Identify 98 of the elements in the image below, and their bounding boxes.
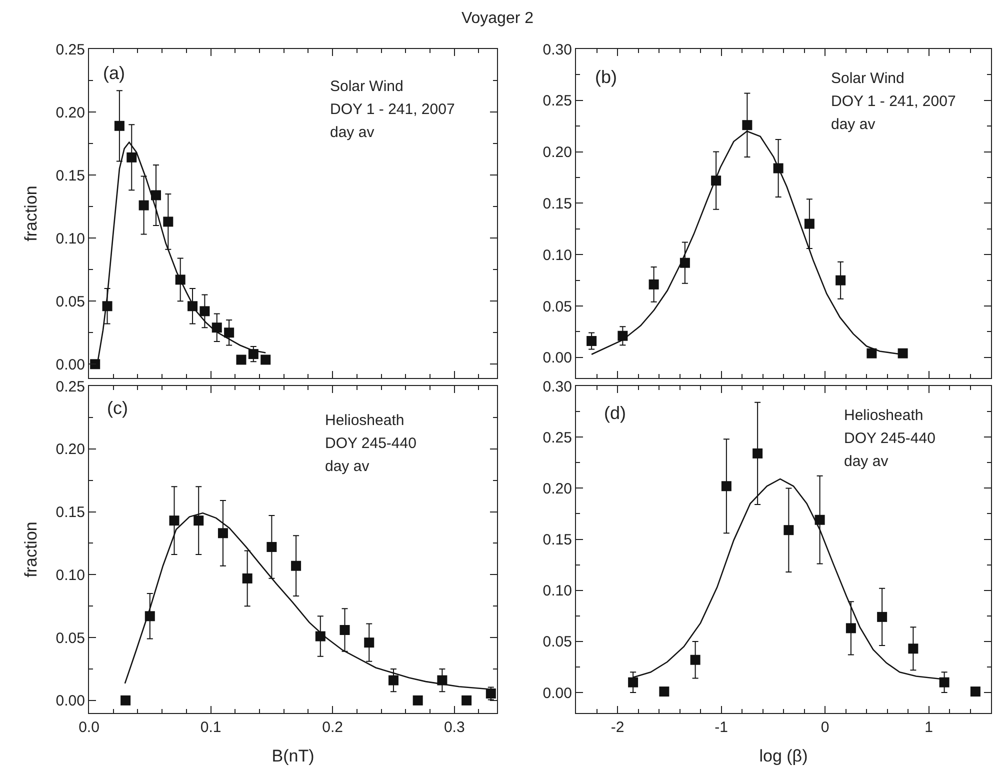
point xyxy=(814,514,825,525)
annotation: (c) xyxy=(107,398,128,418)
point xyxy=(752,448,763,458)
y-tick-label: 0.05 xyxy=(56,293,85,310)
y-axis-title: fraction xyxy=(21,186,40,242)
y-tick-label: 0.00 xyxy=(56,356,85,374)
annotation: day av xyxy=(831,116,876,133)
annotation: (a) xyxy=(103,63,125,83)
y-tick-label: 0.10 xyxy=(56,230,85,248)
point xyxy=(266,542,277,552)
point xyxy=(291,560,302,571)
point xyxy=(150,190,161,200)
point xyxy=(340,624,350,635)
annotation: Heliosheath xyxy=(325,412,404,429)
x-tick-label: -1 xyxy=(714,719,728,736)
annotation: DOY 1 - 241, 2007 xyxy=(831,93,956,110)
point xyxy=(236,354,246,365)
y-tick-label: 0.05 xyxy=(542,298,572,316)
point xyxy=(970,686,980,697)
point xyxy=(218,528,228,538)
y-tick-label: 0.20 xyxy=(56,441,85,458)
annotation: day av xyxy=(844,453,889,470)
point xyxy=(721,481,732,492)
y-tick-label: 0.25 xyxy=(542,429,572,446)
point xyxy=(120,695,131,706)
y-tick-label: 0.25 xyxy=(542,92,572,110)
x-axis-title: log (β) xyxy=(759,746,808,766)
point xyxy=(846,623,856,634)
annotation: DOY 245-440 xyxy=(844,430,936,447)
point xyxy=(690,654,700,665)
x-axis-title: B(nT) xyxy=(272,746,314,766)
point xyxy=(224,328,234,338)
point xyxy=(908,644,918,654)
point xyxy=(628,677,638,688)
annotation: Solar Wind xyxy=(831,70,904,87)
y-tick-label: 0.15 xyxy=(542,532,572,549)
y-tick-label: 0.00 xyxy=(56,692,85,710)
point xyxy=(680,258,690,268)
point xyxy=(462,695,472,706)
x-tick-label: 0 xyxy=(820,719,830,736)
point xyxy=(742,120,752,130)
point xyxy=(877,612,888,622)
y-tick-label: 0.20 xyxy=(56,104,85,122)
annotation: day av xyxy=(330,124,375,141)
point xyxy=(212,322,222,333)
y-axis-title: fraction xyxy=(21,522,40,578)
x-tick-label: 0.1 xyxy=(200,719,222,736)
annotation: DOY 1 - 241, 2007 xyxy=(330,101,455,118)
point xyxy=(364,638,374,648)
y-tick-label: 0.30 xyxy=(542,378,572,396)
y-tick-label: 0.15 xyxy=(542,195,572,212)
y-tick-label: 0.10 xyxy=(542,246,572,264)
point xyxy=(412,695,423,706)
x-tick-label: 0.2 xyxy=(322,719,344,736)
y-tick-label: 0.25 xyxy=(56,378,85,396)
point xyxy=(898,348,908,358)
y-tick-label: 0.20 xyxy=(542,480,572,498)
chart-title: Voyager 2 xyxy=(461,10,534,27)
point xyxy=(648,279,659,290)
annotation: Heliosheath xyxy=(844,407,924,424)
annotation: DOY 245-440 xyxy=(325,435,416,452)
point xyxy=(388,675,398,686)
x-tick-label: 0.0 xyxy=(78,719,100,736)
point xyxy=(169,516,180,526)
y-tick-label: 0.15 xyxy=(56,504,85,522)
point xyxy=(194,516,204,526)
y-tick-label: 0.15 xyxy=(56,167,85,184)
point xyxy=(90,359,100,370)
y-tick-label: 0.10 xyxy=(56,566,85,584)
y-tick-label: 0.00 xyxy=(542,684,572,702)
point xyxy=(784,525,794,536)
point xyxy=(126,152,137,162)
x-tick-label: -2 xyxy=(610,719,624,736)
point xyxy=(586,336,597,346)
y-tick-label: 0.00 xyxy=(542,350,572,367)
point xyxy=(260,354,271,365)
x-tick-label: 0.3 xyxy=(444,719,465,736)
annotation: Solar Wind xyxy=(330,78,404,95)
point xyxy=(114,120,124,131)
point xyxy=(836,275,846,286)
point xyxy=(163,216,174,227)
annotation: (b) xyxy=(595,67,617,87)
y-tick-label: 0.25 xyxy=(56,41,85,58)
y-tick-label: 0.10 xyxy=(542,582,572,600)
point xyxy=(138,200,149,210)
point xyxy=(242,573,252,584)
x-tick-label: 1 xyxy=(924,719,933,736)
annotation: (d) xyxy=(604,403,626,423)
point xyxy=(939,677,950,688)
point xyxy=(804,218,814,229)
y-tick-label: 0.05 xyxy=(56,630,85,647)
y-tick-label: 0.05 xyxy=(542,634,572,651)
point xyxy=(200,306,210,316)
y-tick-label: 0.30 xyxy=(542,41,572,58)
y-tick-label: 0.20 xyxy=(542,144,572,162)
annotation: day av xyxy=(325,458,370,475)
point xyxy=(659,686,670,697)
point xyxy=(866,348,877,358)
